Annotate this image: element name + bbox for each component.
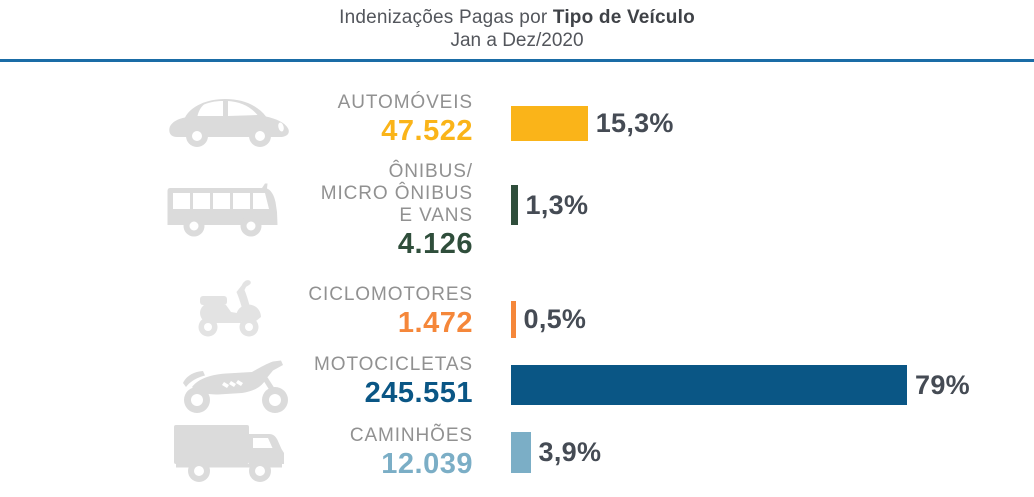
bar-motocicletas [511,365,907,405]
bar-automoveis [511,106,588,141]
scooter-icon [185,277,273,341]
count-value: 4.126 [397,228,473,260]
category-label-block: MOTOCICLETAS 245.551 [314,354,473,408]
category-label-block: ÔNIBUS/ MICRO ÔNIBUS E VANS 4.126 [321,161,473,259]
bar-line: 15,3% [511,106,674,141]
percent-label: 1,3% [525,189,589,220]
car-icon [166,94,293,149]
count-value: 245.551 [364,377,473,409]
category-label-block: AUTOMÓVEIS 47.522 [338,92,473,146]
category-label: MOTOCICLETAS [314,354,473,375]
chart-title-regular: Indenizações Pagas por [339,7,548,28]
category-label: CICLOMOTORES [308,284,473,305]
count-value: 1.472 [397,307,473,339]
category-label: CAMINHÕES [349,425,473,446]
category-label: AUTOMÓVEIS [337,92,473,113]
bar-line: 79% [511,365,970,405]
header-divider [0,59,1034,62]
category-label-line: ÔNIBUS/ [388,161,473,182]
percent-label: 3,9% [538,437,602,467]
bar-line: 3,9% [511,432,601,473]
percent-label: 15,3% [595,108,674,138]
chart-title: Indenizações Pagas por Tipo de Veículo [0,7,1034,29]
chart-header: Indenizações Pagas por Tipo de Veículo J… [0,7,1034,52]
chart-title-bold: Tipo de Veículo [552,7,695,28]
bar-caminhoes [511,432,531,473]
bus-icon [163,178,293,244]
percent-label: 79% [915,369,970,400]
percent-label: 0,5% [523,304,587,334]
category-label-line: MICRO ÔNIBUS [320,183,473,204]
category-label-block: CICLOMOTORES 1.472 [308,284,473,338]
bar-ciclomotores [511,301,516,338]
bar-line: 0,5% [511,301,586,338]
motorcycle-icon [176,356,298,416]
count-value: 47.522 [381,115,473,147]
bar-line: 1,3% [511,185,588,225]
truck-icon [168,420,295,490]
count-value: 12.039 [381,448,473,480]
category-label-block: CAMINHÕES 12.039 [350,425,473,479]
chart-subtitle: Jan a Dez/2020 [450,30,584,51]
bar-onibus [511,185,518,225]
category-label-line: E VANS [399,205,473,226]
